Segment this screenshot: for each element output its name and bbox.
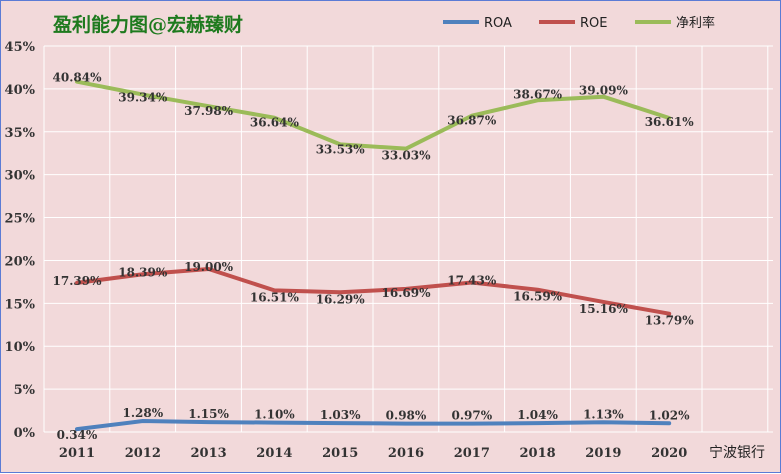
series-line-roe xyxy=(75,267,672,316)
y-tick-label: 0% xyxy=(14,426,36,441)
y-tick-label: 20% xyxy=(5,254,36,269)
x-tick-label: 2017 xyxy=(454,446,490,461)
legend-label-roe: ROE xyxy=(580,16,607,31)
data-label-net-margin: 40.84% xyxy=(53,71,103,85)
series-line-roa xyxy=(75,419,672,432)
data-label-roe: 16.69% xyxy=(382,286,432,300)
data-label-net-margin: 33.03% xyxy=(382,149,432,163)
y-tick-label: 45% xyxy=(5,40,36,55)
y-tick-label: 10% xyxy=(5,340,36,355)
series-lines xyxy=(75,79,672,432)
legend-label-roa: ROA xyxy=(484,16,512,31)
x-tick-label: 2019 xyxy=(585,446,621,461)
data-label-roe: 19.00% xyxy=(184,260,234,274)
data-label-roe: 16.51% xyxy=(250,290,300,304)
data-label-net-margin: 36.61% xyxy=(645,115,695,129)
y-tick-label: 25% xyxy=(5,212,36,227)
data-label-net-margin: 36.87% xyxy=(447,114,497,128)
data-label-roe: 13.79% xyxy=(645,314,695,328)
data-label-roa: 1.28% xyxy=(122,406,163,420)
data-label-roe: 16.29% xyxy=(316,292,366,306)
data-label-net-margin: 36.64% xyxy=(250,116,300,130)
x-tick-label: 2016 xyxy=(388,446,424,461)
x-tick-label: 2020 xyxy=(651,446,687,461)
x-tick-label: 2013 xyxy=(191,446,227,461)
y-axis-ticks: 0% 5% 10% 15% 20% 25% 30% 35% 40% 45% xyxy=(5,40,36,441)
series-line-net-margin xyxy=(75,79,672,151)
data-label-roa: 1.10% xyxy=(254,408,295,422)
y-tick-label: 15% xyxy=(5,297,36,312)
data-label-roa: 1.13% xyxy=(583,407,624,421)
data-label-roa: 1.04% xyxy=(517,408,558,422)
grid-lines xyxy=(43,45,773,433)
bank-name-note: 宁波银行 xyxy=(709,444,765,461)
data-labels: 0.34% 1.28% 1.15% 1.10% 1.03% 0.98% 0.97% 1.04%… xyxy=(53,71,695,442)
legend-label-net-margin: 净利率 xyxy=(676,15,715,31)
data-label-roa: 0.97% xyxy=(451,409,492,423)
x-tick-label: 2018 xyxy=(520,446,556,461)
data-label-roe: 15.16% xyxy=(579,302,629,316)
x-axis-ticks: 2011 2012 2013 2014 2015 2016 2017 2018 2019 2020 xyxy=(59,446,687,461)
y-tick-label: 35% xyxy=(5,126,36,141)
data-label-roe: 17.43% xyxy=(447,273,497,287)
data-label-net-margin: 39.34% xyxy=(118,91,168,105)
data-label-roe: 18.39% xyxy=(118,265,168,279)
data-label-net-margin: 39.09% xyxy=(579,84,629,98)
x-tick-label: 2012 xyxy=(125,446,161,461)
data-label-roe: 16.59% xyxy=(513,290,563,304)
data-label-roa: 1.15% xyxy=(188,407,229,421)
data-label-roa: 1.02% xyxy=(649,408,690,422)
x-tick-label: 2015 xyxy=(322,446,358,461)
x-tick-label: 2014 xyxy=(256,446,292,461)
data-label-net-margin: 33.53% xyxy=(316,142,366,156)
x-tick-label: 2011 xyxy=(59,446,95,461)
data-label-roa: 0.34% xyxy=(57,428,98,442)
data-label-roa: 1.03% xyxy=(320,408,361,422)
chart-title: 盈利能力图@宏赫臻财 xyxy=(52,13,243,36)
data-label-net-margin: 38.67% xyxy=(513,87,563,101)
y-tick-label: 30% xyxy=(5,169,36,184)
y-tick-label: 40% xyxy=(5,83,36,98)
data-label-roa: 0.98% xyxy=(386,409,427,423)
legend: ROA ROE 净利率 xyxy=(443,15,715,31)
data-label-roe: 17.39% xyxy=(53,274,103,288)
data-label-net-margin: 37.98% xyxy=(184,104,234,118)
y-tick-label: 5% xyxy=(14,383,36,398)
